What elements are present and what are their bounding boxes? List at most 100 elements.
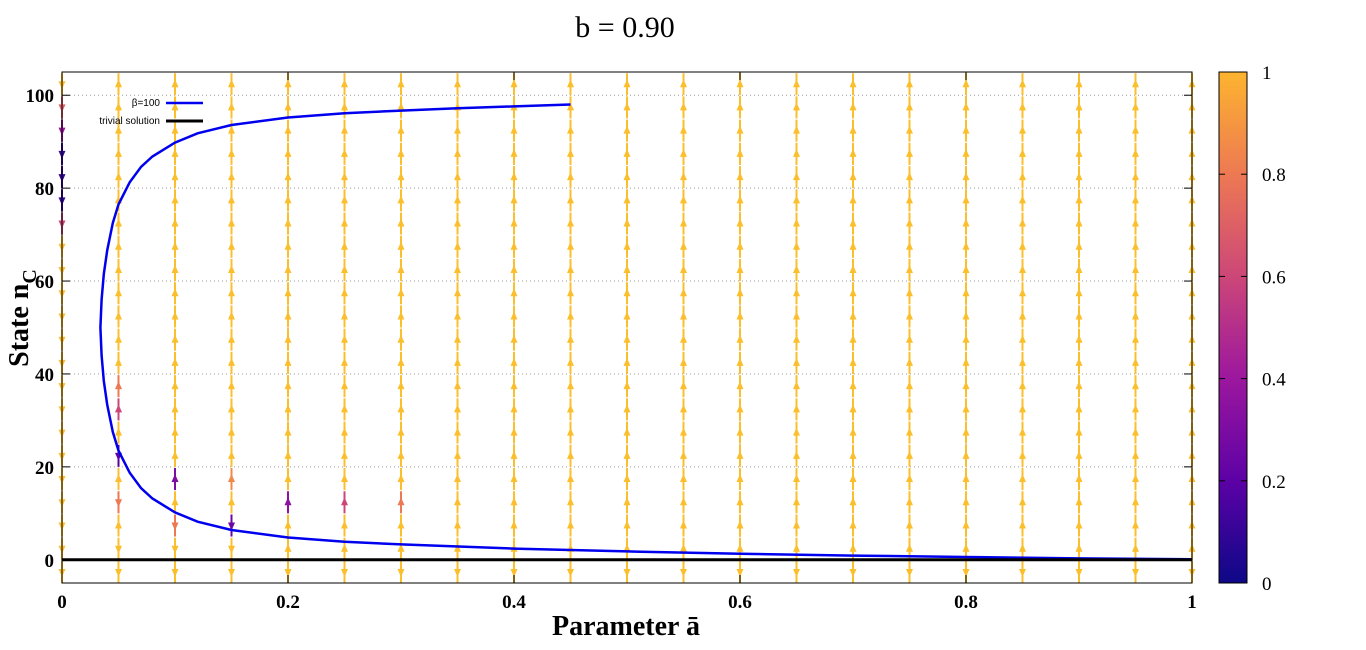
- y-tick-label: 20: [35, 458, 54, 479]
- vector-arrow: [793, 375, 800, 398]
- vector-arrow: [962, 142, 970, 165]
- vector-arrow: [849, 375, 857, 398]
- vector-arrow: [1132, 468, 1139, 491]
- vector-arrow: [454, 282, 461, 305]
- vector-arrow: [341, 142, 348, 165]
- vector-arrow: [567, 305, 574, 328]
- vector-arrow: [284, 421, 292, 444]
- vector-arrow: [510, 119, 518, 142]
- vector-arrow: [1019, 375, 1026, 398]
- vector-arrow: [793, 468, 800, 491]
- vector-arrow: [736, 119, 744, 142]
- vector-arrow: [1019, 421, 1026, 444]
- vector-arrow: [1019, 444, 1026, 467]
- vector-arrow: [397, 351, 405, 374]
- vector-arrow: [228, 212, 235, 235]
- vector-arrow: [736, 468, 744, 491]
- legend: β=100 trivial solution: [99, 98, 203, 127]
- vector-arrow: [454, 421, 461, 444]
- vector-arrow: [115, 491, 122, 514]
- vector-arrow: [623, 351, 631, 374]
- vector-arrow: [1075, 328, 1083, 351]
- vector-arrow: [1019, 166, 1026, 189]
- vector-arrow: [228, 73, 235, 96]
- vector-arrow: [623, 189, 631, 212]
- vector-arrow: [284, 96, 292, 119]
- vector-arrow: [1075, 537, 1083, 560]
- vector-arrow: [567, 258, 574, 282]
- vector-arrow: [849, 351, 857, 374]
- vector-arrow: [962, 305, 970, 328]
- vector-arrow: [623, 282, 631, 305]
- y-axis-label-main: State n: [4, 283, 35, 367]
- vector-arrow: [284, 305, 292, 328]
- y-tick-label: 100: [26, 86, 55, 107]
- vector-arrow: [284, 166, 292, 189]
- vector-arrow: [1132, 119, 1139, 142]
- plot-frame: [61, 71, 1193, 584]
- vector-arrow: [454, 258, 461, 282]
- vector-arrow: [171, 328, 179, 351]
- vector-arrow: [284, 328, 292, 351]
- vector-arrow: [171, 212, 179, 235]
- vector-arrow: [736, 189, 744, 212]
- vector-arrow: [1132, 328, 1139, 351]
- vector-arrow: [341, 96, 348, 119]
- vector-arrow: [454, 537, 461, 560]
- vector-arrow: [341, 444, 348, 467]
- vector-arrow: [228, 142, 235, 165]
- vector-arrow: [962, 212, 970, 235]
- vector-arrow: [1075, 166, 1083, 189]
- vector-arrow: [680, 119, 687, 142]
- vector-arrow: [341, 305, 348, 328]
- vector-arrow: [906, 398, 913, 421]
- vector-arrow: [510, 351, 518, 374]
- vector-arrow: [1132, 491, 1139, 514]
- legend-label: β=100: [132, 98, 161, 109]
- vector-arrow: [1132, 142, 1139, 165]
- vector-arrow: [115, 375, 122, 398]
- vector-arrow: [171, 537, 179, 560]
- vector-arrow: [1019, 258, 1026, 282]
- vector-arrow: [1019, 73, 1026, 96]
- vector-arrow: [849, 142, 857, 165]
- vector-arrow: [510, 305, 518, 328]
- vector-arrow: [397, 305, 405, 328]
- vector-arrow: [962, 166, 970, 189]
- vector-arrow: [680, 328, 687, 351]
- vector-arrow: [1075, 468, 1083, 491]
- vector-arrow: [115, 235, 122, 258]
- vector-arrow: [341, 119, 348, 142]
- vector-arrow: [1132, 73, 1139, 96]
- vector-arrow: [228, 514, 235, 537]
- vector-arrow: [115, 421, 122, 444]
- vector-arrow: [228, 235, 235, 258]
- vector-arrow: [793, 537, 800, 560]
- vector-arrow: [1019, 328, 1026, 351]
- vector-arrow: [793, 166, 800, 189]
- vector-arrow: [680, 351, 687, 374]
- vector-arrow: [454, 212, 461, 235]
- vector-arrow: [1075, 73, 1083, 96]
- vector-arrow: [906, 73, 913, 96]
- vector-arrow: [171, 258, 179, 282]
- vector-arrow: [680, 73, 687, 96]
- vector-arrow: [1019, 468, 1026, 491]
- vector-arrow: [567, 514, 574, 537]
- vector-arrow: [793, 351, 800, 374]
- vector-arrow: [115, 166, 122, 189]
- vector-arrow: [284, 537, 292, 560]
- vector-arrow: [849, 305, 857, 328]
- vector-arrow: [171, 305, 179, 328]
- vector-arrow: [341, 375, 348, 398]
- vector-arrow: [567, 73, 574, 96]
- vector-arrow: [171, 560, 179, 583]
- vector-arrow: [341, 189, 348, 212]
- colorbar-tick-label: 0.4: [1262, 370, 1286, 391]
- vector-arrow: [171, 468, 179, 491]
- vector-arrow: [1132, 282, 1139, 305]
- vector-arrow: [284, 491, 292, 514]
- vector-arrow: [228, 491, 235, 514]
- vector-arrow: [567, 351, 574, 374]
- vector-arrow: [680, 282, 687, 305]
